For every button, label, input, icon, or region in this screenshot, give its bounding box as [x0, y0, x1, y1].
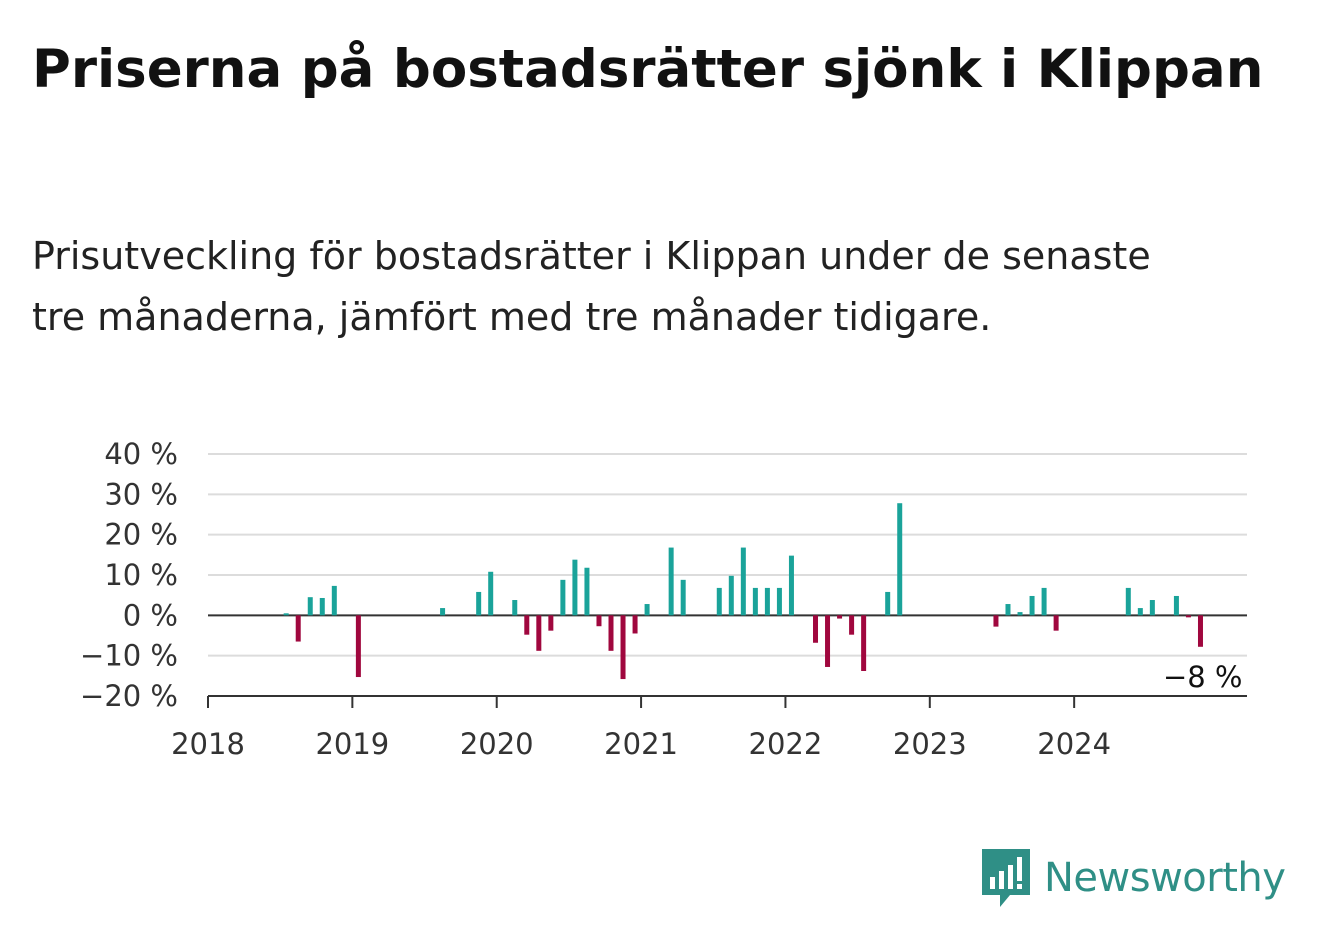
y-tick-label: 40 % — [104, 437, 178, 471]
bar — [572, 559, 578, 616]
bar — [440, 608, 446, 616]
bar — [620, 615, 626, 680]
bar — [764, 587, 770, 616]
x-tick-label: 2022 — [749, 727, 823, 761]
bar — [632, 615, 638, 634]
bar — [1053, 615, 1059, 631]
brand-logo: Newsworthy — [980, 846, 1286, 910]
bar — [283, 613, 289, 616]
bar — [536, 615, 542, 651]
bar — [548, 615, 554, 631]
bar — [512, 600, 518, 616]
x-tick-label: 2020 — [460, 727, 534, 761]
bar — [1173, 595, 1179, 616]
bar — [861, 615, 867, 671]
x-tick-label: 2019 — [315, 727, 389, 761]
x-tick-label: 2024 — [1037, 727, 1111, 761]
bar — [331, 585, 337, 616]
bar — [307, 597, 313, 616]
bar — [849, 615, 855, 635]
bar — [825, 615, 831, 667]
bar — [584, 567, 590, 616]
newsworthy-logo-icon — [982, 849, 1030, 907]
y-tick-label: 30 % — [104, 477, 178, 511]
bar — [488, 571, 494, 616]
bar — [813, 615, 819, 643]
bar — [1149, 600, 1155, 616]
chart-title: Priserna på bostadsrätter sjönk i Klippa… — [32, 39, 1264, 100]
y-tick-label: 20 % — [104, 518, 178, 552]
y-tick-label: −20 % — [80, 679, 178, 713]
bar — [752, 587, 758, 616]
bar — [1029, 595, 1035, 616]
bar — [1017, 612, 1023, 616]
bar — [524, 615, 530, 635]
last-value-label: −8 % — [1163, 660, 1243, 694]
bar — [596, 615, 602, 627]
bar — [680, 579, 686, 616]
x-tick-label: 2021 — [604, 727, 678, 761]
brand-name: Newsworthy — [1044, 855, 1286, 901]
bar — [1185, 615, 1191, 618]
bar-chart: 40 %30 %20 %10 %0 %−10 %−20 % 2018 2019 20… — [80, 437, 1247, 761]
bar — [837, 615, 843, 619]
x-tick-label: 2023 — [893, 727, 967, 761]
x-tick-label: 2018 — [171, 727, 245, 761]
x-axis: 2018 2019 2020 2021 2022 2023 2024 — [171, 695, 1247, 761]
y-tick-label: 10 % — [104, 558, 178, 592]
y-tick-label: 0 % — [123, 598, 178, 632]
bar — [728, 575, 734, 616]
bar — [740, 547, 746, 616]
y-axis-labels: 40 % 30 % 20 % 10 % 0 % −10 % −20 % — [80, 437, 178, 713]
bar — [885, 591, 891, 616]
bar — [668, 547, 674, 616]
chart-bars — [283, 503, 1203, 680]
bar — [560, 579, 566, 616]
bar — [993, 615, 999, 627]
bar — [644, 604, 650, 616]
bar — [1125, 587, 1131, 616]
bar — [716, 587, 722, 616]
bar — [1005, 604, 1011, 616]
chart-gridlines — [208, 453, 1247, 657]
bar — [788, 555, 794, 616]
bar — [476, 591, 482, 616]
y-tick-label: −10 % — [80, 639, 178, 673]
bar — [897, 503, 903, 616]
bar — [355, 615, 361, 678]
bar — [608, 615, 614, 651]
bar — [319, 597, 325, 616]
bar — [295, 615, 301, 642]
chart-subtitle: Prisutveckling för bostadsrätter i Klipp… — [32, 234, 1151, 339]
bar — [1041, 587, 1047, 616]
bar — [1197, 615, 1203, 647]
bar — [1137, 608, 1143, 616]
bar — [776, 587, 782, 616]
